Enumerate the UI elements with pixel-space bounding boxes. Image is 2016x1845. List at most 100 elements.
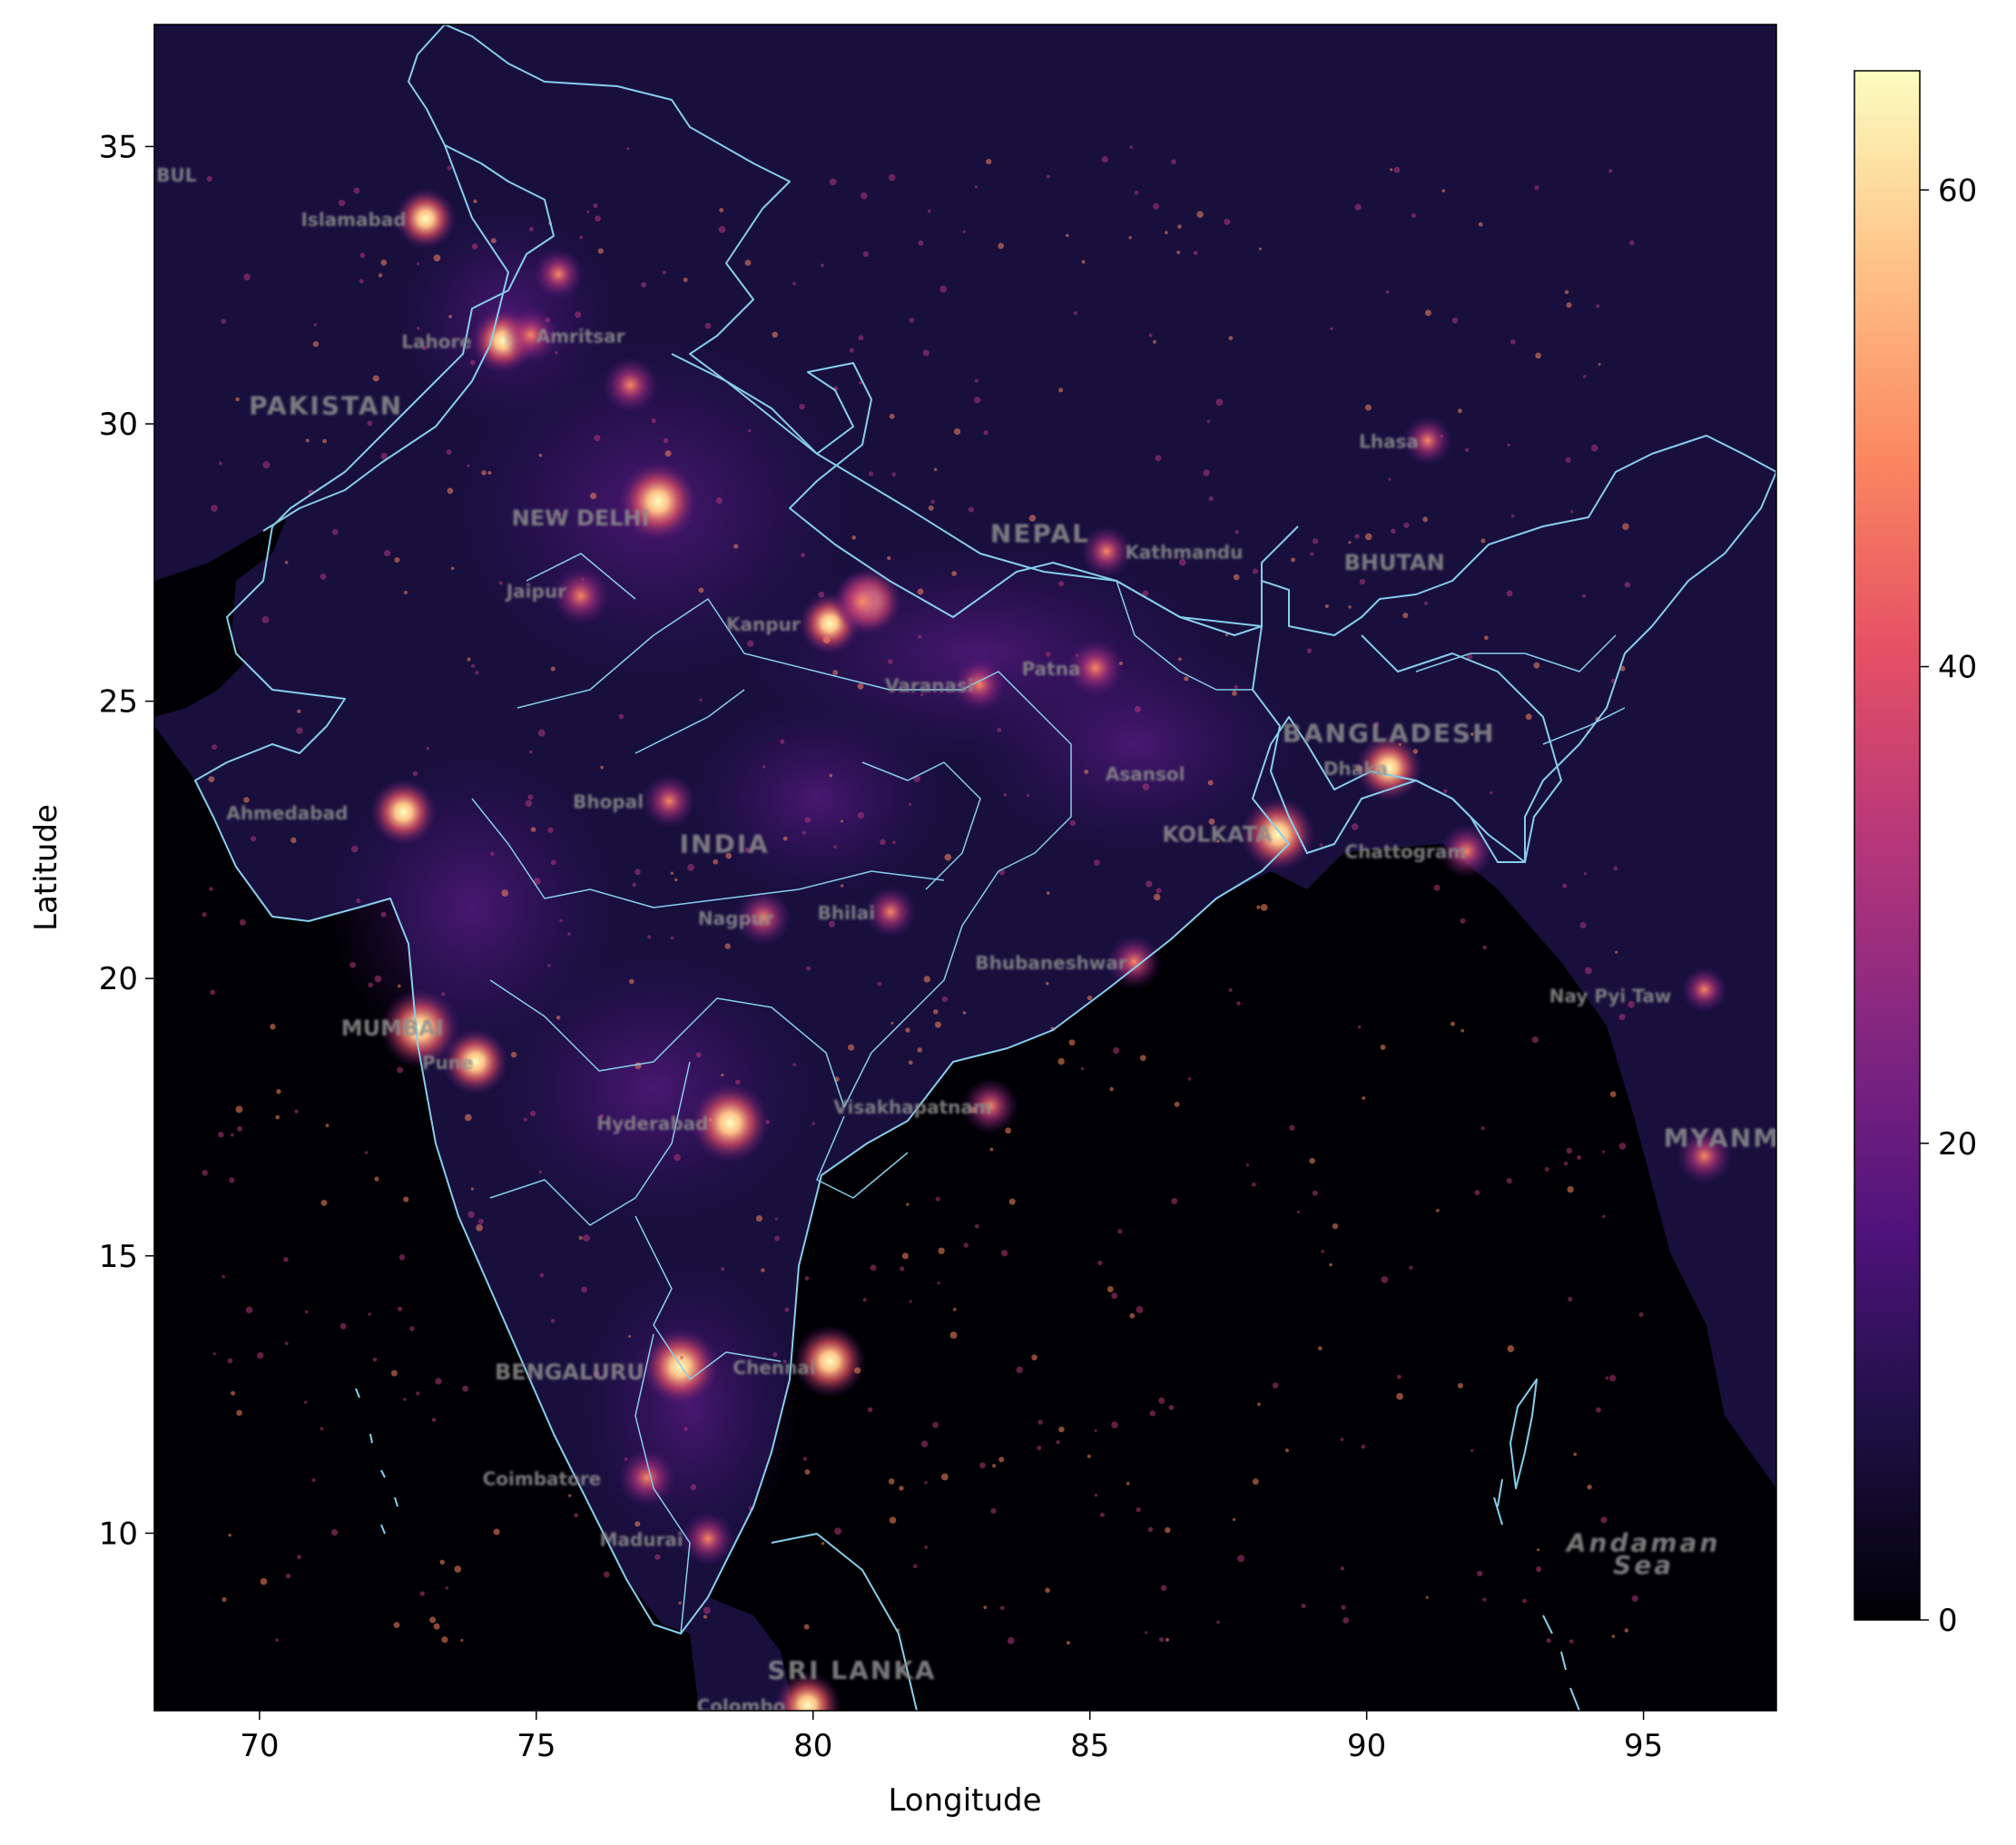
light-speck <box>1324 604 1329 609</box>
light-speck <box>699 698 703 702</box>
light-speck <box>1396 1392 1403 1400</box>
light-speck <box>680 1356 683 1359</box>
light-speck <box>1433 884 1441 891</box>
place-label: Hyderabad <box>596 1113 708 1134</box>
city-light-spot <box>641 773 697 829</box>
light-speck <box>1149 1410 1156 1417</box>
light-speck <box>1139 1055 1146 1062</box>
light-speck <box>350 845 359 853</box>
light-speck <box>1153 893 1161 901</box>
light-speck <box>1177 224 1182 229</box>
light-speck <box>1179 558 1186 566</box>
light-speck <box>1037 1446 1042 1450</box>
x-tick-label: 85 <box>1070 1728 1109 1764</box>
light-speck <box>949 1331 958 1340</box>
light-speck <box>1174 1101 1180 1107</box>
light-speck <box>1208 818 1215 825</box>
light-speck <box>243 797 250 803</box>
light-speck <box>1566 302 1572 309</box>
light-speck <box>359 252 366 259</box>
light-speck <box>325 1124 329 1128</box>
city-light-spot <box>1681 966 1728 1013</box>
light-speck <box>228 1533 231 1537</box>
light-speck <box>578 1235 583 1241</box>
sri-lanka-outline <box>771 1533 918 1711</box>
lakshadweep-islands <box>355 1388 398 1535</box>
x-tick-label: 70 <box>240 1728 279 1764</box>
light-speck <box>1587 1484 1592 1490</box>
light-speck <box>1152 339 1157 344</box>
light-speck <box>821 1542 825 1546</box>
light-speck <box>1478 221 1483 227</box>
light-speck <box>251 836 257 842</box>
light-speck <box>934 1021 941 1028</box>
light-speck <box>380 260 388 266</box>
light-speck <box>801 553 806 558</box>
light-speck <box>1564 290 1569 295</box>
light-speck <box>202 912 207 918</box>
light-speck <box>1525 713 1532 721</box>
light-speck <box>1005 1127 1011 1134</box>
light-speck <box>683 1427 688 1431</box>
light-speck <box>1576 1154 1582 1161</box>
light-speck <box>1629 240 1635 246</box>
light-speck <box>918 634 922 639</box>
light-speck <box>1329 1262 1333 1267</box>
light-speck <box>374 1176 379 1182</box>
light-speck <box>761 1268 765 1272</box>
light-speck <box>1533 662 1540 669</box>
light-speck <box>431 1418 437 1422</box>
light-speck <box>1075 653 1079 657</box>
light-speck <box>924 1481 928 1485</box>
light-speck <box>1087 995 1093 1001</box>
light-speck <box>537 729 546 737</box>
light-speck <box>589 492 597 500</box>
light-speck <box>550 666 556 672</box>
light-speck <box>237 1125 243 1132</box>
light-speck <box>1638 1312 1644 1318</box>
light-speck <box>698 587 704 594</box>
light-speck <box>986 158 992 165</box>
light-speck <box>860 192 868 200</box>
light-speck <box>1068 1039 1076 1046</box>
light-speck <box>1237 1555 1245 1563</box>
light-speck <box>634 1062 642 1070</box>
light-speck <box>1622 523 1629 531</box>
light-speck <box>1584 967 1592 975</box>
light-speck <box>1312 538 1319 545</box>
x-axis: 70 75 80 85 90 95 <box>240 1711 1663 1764</box>
light-speck <box>629 978 634 985</box>
light-speck <box>804 1468 811 1475</box>
light-speck <box>1207 780 1214 786</box>
light-speck <box>1596 1407 1601 1413</box>
light-speck <box>1506 1178 1512 1184</box>
place-label: Chattogram <box>1344 841 1466 863</box>
light-speck <box>1340 1438 1344 1442</box>
light-speck <box>1341 1605 1346 1610</box>
light-speck <box>283 1257 289 1262</box>
light-speck <box>450 566 455 571</box>
light-speck <box>718 225 726 233</box>
light-speck <box>1535 352 1541 359</box>
light-speck <box>1609 1375 1617 1382</box>
light-speck <box>858 335 864 341</box>
light-speck <box>261 615 270 623</box>
light-speck <box>368 1312 371 1316</box>
light-speck <box>1224 633 1229 637</box>
light-speck <box>1031 1354 1038 1361</box>
light-speck <box>782 1359 787 1363</box>
place-label: SRI LANKA <box>767 1655 936 1685</box>
light-speck <box>1536 1548 1540 1552</box>
light-speck <box>260 1577 268 1585</box>
light-speck <box>245 1306 253 1314</box>
light-speck <box>403 1398 407 1401</box>
light-speck <box>968 506 975 513</box>
light-speck <box>447 487 454 495</box>
light-speck <box>641 281 647 288</box>
light-speck <box>529 227 534 231</box>
light-speck <box>1176 250 1181 254</box>
light-speck <box>593 1370 600 1378</box>
city-light-spot <box>680 1511 736 1566</box>
light-speck <box>892 840 896 845</box>
light-speck <box>703 1606 711 1614</box>
